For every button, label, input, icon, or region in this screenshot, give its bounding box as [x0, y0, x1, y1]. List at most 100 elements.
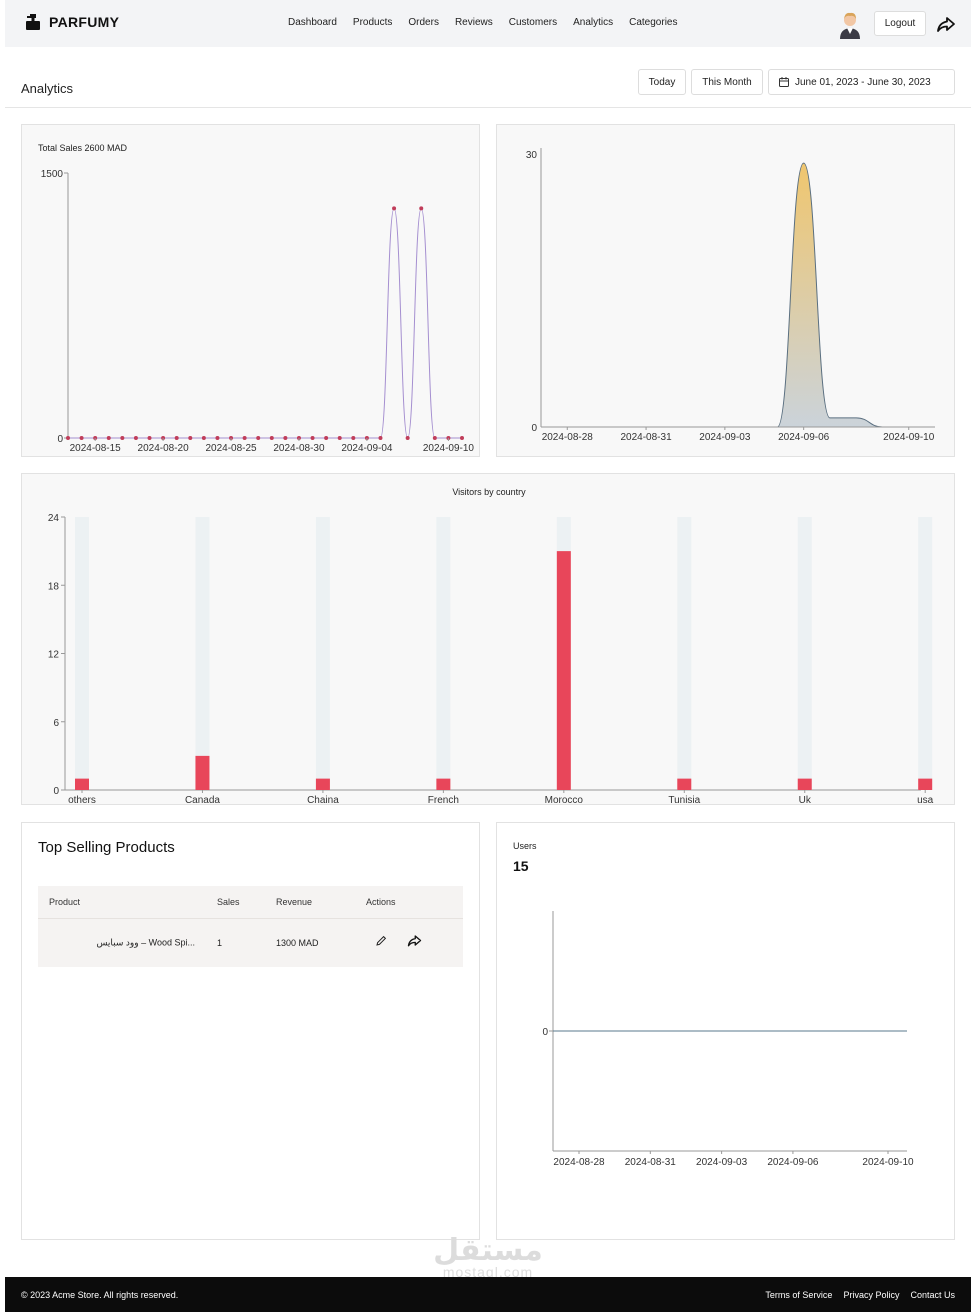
nav-customers[interactable]: Customers	[508, 17, 558, 28]
x-tick-label: 2024-08-28	[553, 1157, 605, 1168]
bar	[797, 778, 812, 790]
contact-link[interactable]: Contact Us	[910, 1290, 955, 1300]
y-tick-label: 0	[531, 423, 537, 434]
data-point	[337, 436, 342, 440]
share-arrow-icon[interactable]	[406, 933, 423, 948]
x-tick-label: Uk	[799, 795, 812, 806]
share-arrow-icon[interactable]	[936, 14, 956, 34]
privacy-link[interactable]: Privacy Policy	[843, 1290, 900, 1300]
product-revenue: 1300 MAD	[276, 938, 319, 948]
x-tick-label: 2024-09-10	[883, 432, 935, 443]
perfume-bottle-icon	[26, 14, 40, 30]
data-point	[215, 436, 220, 440]
bar	[436, 778, 451, 790]
logout-button[interactable]: Logout	[874, 11, 926, 36]
visitors-bar-chart: Visitors by country 24 18 12 6 0 others Canada C…	[48, 487, 934, 806]
data-point	[188, 436, 193, 440]
x-tick-label: others	[68, 795, 96, 806]
users-label: Users	[513, 841, 537, 851]
nav-analytics[interactable]: Analytics	[573, 17, 614, 28]
data-point	[405, 436, 410, 440]
nav-orders[interactable]: Orders	[408, 17, 439, 28]
this-month-button[interactable]: This Month	[691, 69, 763, 95]
table-row: وود سبايس – Wood Spi... 1 1300 MAD	[38, 919, 463, 967]
bar	[315, 778, 330, 790]
users-card: Users 15 0 2024-08-28 2024-08-31 2024-09-03…	[496, 822, 955, 1240]
product-sales: 1	[217, 938, 223, 948]
x-tick-label: 2024-08-20	[138, 443, 190, 454]
x-tick-label: 2024-08-25	[205, 443, 257, 454]
bar-track	[315, 517, 330, 790]
data-point	[283, 436, 288, 440]
table-header: Product Sales Revenue Actions	[38, 886, 463, 919]
x-tick-label: usa	[917, 795, 934, 806]
nav-dashboard[interactable]: Dashboard	[288, 17, 337, 28]
bar-track	[195, 517, 210, 790]
page-title: Analytics	[21, 81, 74, 96]
bar-track	[918, 517, 933, 790]
x-tick-label: 2024-08-15	[70, 443, 122, 454]
y-tick-label: 1500	[41, 169, 64, 180]
footer: © 2023 Acme Store. All rights reserved. …	[5, 1277, 971, 1312]
terms-link[interactable]: Terms of Service	[765, 1290, 833, 1300]
x-tick-label: 2024-09-10	[423, 443, 475, 454]
col-sales: Sales	[217, 897, 240, 907]
col-actions: Actions	[366, 897, 396, 907]
date-range-label: June 01, 2023 - June 30, 2023	[795, 76, 931, 88]
y-tick-label: 0	[53, 786, 59, 797]
x-tick-label: 2024-09-03	[699, 432, 751, 443]
brand-name: PARFUMY	[49, 14, 120, 30]
main-nav: Dashboard Products Orders Reviews Custom…	[288, 17, 677, 28]
x-tick-label: 2024-08-31	[625, 1157, 677, 1168]
data-point	[120, 436, 125, 440]
bar-track	[436, 517, 451, 790]
pencil-icon[interactable]	[375, 935, 387, 947]
data-point	[256, 436, 261, 440]
watermark: مستقل mostaql.com	[428, 1234, 548, 1281]
data-point	[460, 436, 464, 440]
total-sales-chart: Total Sales 2600 MAD 1500 0 2024-08-15 2024-…	[38, 143, 475, 454]
divider	[5, 107, 971, 108]
data-point	[378, 436, 383, 440]
data-point	[147, 436, 152, 440]
x-tick-label: 2024-09-06	[778, 432, 830, 443]
x-tick-label: 2024-09-03	[696, 1157, 748, 1168]
data-point	[269, 436, 274, 440]
footer-links: Terms of Service Privacy Policy Contact …	[765, 1290, 955, 1300]
nav-products[interactable]: Products	[352, 17, 393, 28]
top-selling-title: Top Selling Products	[38, 839, 175, 856]
bar	[195, 755, 210, 790]
nav-categories[interactable]: Categories	[629, 17, 678, 28]
data-point	[174, 436, 179, 440]
chart-title: Visitors by country	[452, 487, 526, 497]
bar-track	[677, 517, 692, 790]
brand[interactable]: PARFUMY	[25, 13, 119, 31]
x-tick-label: Tunisia	[668, 795, 700, 806]
today-button[interactable]: Today	[638, 69, 686, 95]
y-tick-label: 24	[48, 513, 60, 524]
col-revenue: Revenue	[276, 897, 313, 907]
y-tick-label: 0	[57, 434, 63, 445]
data-point	[392, 206, 397, 211]
nav-reviews[interactable]: Reviews	[454, 17, 493, 28]
bar	[556, 551, 571, 790]
x-tick-label: 2024-09-04	[341, 443, 393, 454]
data-point	[201, 436, 206, 440]
x-tick-label: 2024-08-31	[620, 432, 672, 443]
bar	[918, 778, 933, 790]
x-tick-label: Chaina	[307, 795, 339, 806]
x-tick-label: Morocco	[545, 795, 584, 806]
date-range-picker[interactable]: June 01, 2023 - June 30, 2023	[768, 69, 955, 95]
top-navbar: PARFUMY Dashboard Products Orders Review…	[5, 0, 971, 47]
x-tick-label: French	[428, 795, 459, 806]
product-name[interactable]: وود سبايس – Wood Spi...	[96, 937, 195, 948]
y-tick-label: 12	[48, 650, 60, 661]
bar-track	[797, 517, 812, 790]
visitors-card: Visitors by country 24 18 12 6 0 others Canada C…	[21, 473, 955, 806]
users-line-chart: 0 2024-08-28 2024-08-31 2024-09-03 2024-09-0…	[542, 911, 914, 1168]
data-point	[106, 436, 111, 440]
user-avatar-icon[interactable]	[837, 9, 863, 39]
x-tick-label: 2024-09-10	[862, 1157, 914, 1168]
y-tick-label: 6	[53, 718, 59, 729]
y-tick-label: 30	[526, 150, 538, 161]
